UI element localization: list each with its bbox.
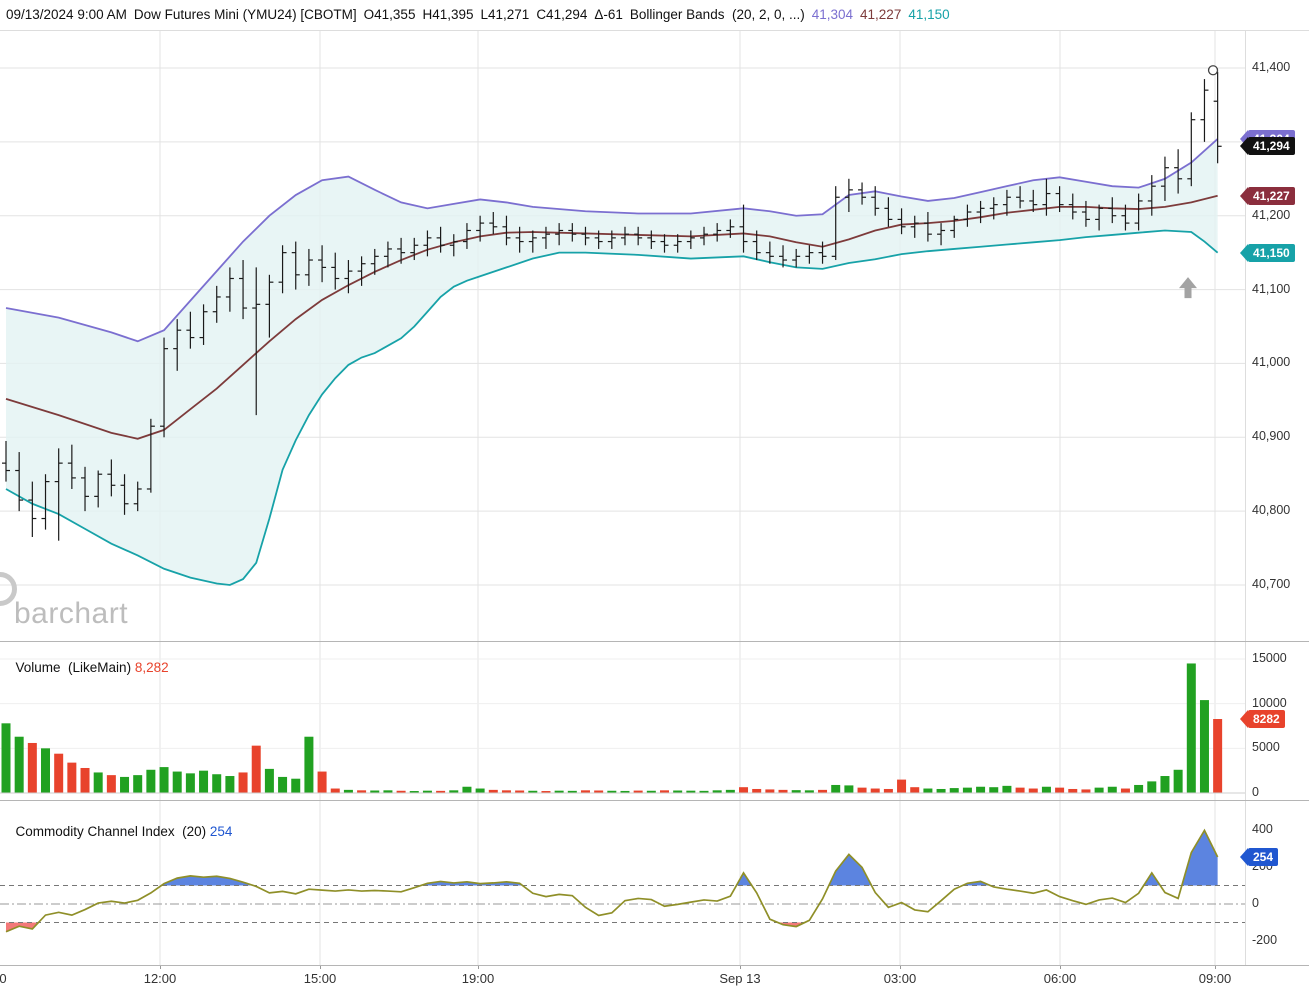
bb-middle-badge: 41,227 xyxy=(1240,186,1295,205)
x-axis-tick xyxy=(1060,965,1061,969)
price-axis-label: 41,200 xyxy=(1252,207,1291,222)
cci-panel[interactable] xyxy=(0,800,1245,965)
cci-badge: 254 xyxy=(1240,848,1279,866)
header-delta: Δ-61 xyxy=(594,7,623,22)
volume-axis-label: 5000 xyxy=(1252,740,1280,755)
header-high: H41,395 xyxy=(422,7,474,22)
volume-current-value: 8,282 xyxy=(134,660,169,675)
volume-panel-label: Volume (LikeMain) 8,282 xyxy=(8,645,169,675)
header-open: O41,355 xyxy=(363,7,416,22)
x-axis-tick xyxy=(1215,965,1216,969)
price-marker-circle xyxy=(1207,65,1219,76)
price-axis-label: 41,400 xyxy=(1252,60,1291,74)
volume-cci-separator xyxy=(0,800,1309,801)
header-bb-upper-value: 41,304 xyxy=(811,7,854,22)
x-axis-tick xyxy=(900,965,901,969)
axis-separator xyxy=(1245,30,1246,965)
x-axis-tick xyxy=(320,965,321,969)
x-axis-label: 15:00 xyxy=(303,971,337,986)
volume-badge: 8282 xyxy=(1240,710,1285,728)
volume-axis-label: 15000 xyxy=(1252,651,1287,665)
volume-axis-label: 0 xyxy=(1252,785,1259,799)
cci-current-value: 254 xyxy=(209,824,233,839)
price-panel[interactable] xyxy=(0,30,1245,641)
barchart-watermark: barchart xyxy=(14,597,129,630)
ohlc-header: 09/13/2024 9:00 AM Dow Futures Mini (YMU2… xyxy=(0,0,1309,30)
barchart-logo-ring-icon xyxy=(0,572,17,606)
volume-label-text: Volume (LikeMain) xyxy=(15,660,132,675)
x-axis-label: 03:00 xyxy=(883,971,917,986)
cci-label-text: Commodity Channel Index (20) xyxy=(15,824,207,839)
x-axis-label: 09:00 xyxy=(1198,971,1232,986)
price-axis-label: 41,000 xyxy=(1252,355,1291,370)
header-indicator-label[interactable]: Bollinger Bands (20, 2, 0, ...) xyxy=(629,7,805,22)
x-axis-label: 12:00 xyxy=(143,971,177,986)
x-axis-label: Sep 13 xyxy=(719,971,761,986)
price-axis-label: 41,100 xyxy=(1252,281,1291,296)
x-axis-tick xyxy=(478,965,479,969)
price-axis-label: 40,700 xyxy=(1252,577,1291,591)
volume-axis-label: 10000 xyxy=(1252,695,1287,710)
x-axis-tick xyxy=(160,965,161,969)
header-symbol: Dow Futures Mini (YMU24) [CBOTM] xyxy=(133,7,357,22)
header-separator xyxy=(0,30,1309,31)
x-axis-tick xyxy=(740,965,741,969)
bb-lower-badge: 41,150 xyxy=(1240,243,1295,262)
cci-axis-label: 400 xyxy=(1252,822,1273,836)
x-axis-label: 19:00 xyxy=(461,971,495,986)
header-bb-lower-value: 41,150 xyxy=(908,7,950,22)
x-axis-label: 9:00 xyxy=(0,971,7,986)
header-datetime: 09/13/2024 9:00 AM xyxy=(6,7,127,22)
price-axis-label: 40,800 xyxy=(1252,503,1291,518)
header-close: C41,294 xyxy=(536,7,588,22)
volume-panel[interactable] xyxy=(0,641,1245,800)
cci-xaxis-separator xyxy=(0,965,1309,966)
x-axis-label: 06:00 xyxy=(1043,971,1077,986)
cci-axis-label: -200 xyxy=(1252,933,1278,947)
price-axis-label: 40,900 xyxy=(1252,429,1291,444)
cci-axis-label: 0 xyxy=(1252,896,1259,910)
cci-panel-label: Commodity Channel Index (20) 254 xyxy=(8,809,233,839)
last-price-badge: 41,294 xyxy=(1240,137,1295,156)
up-arrow-icon xyxy=(1179,277,1198,299)
price-volume-separator xyxy=(0,641,1309,642)
header-bb-middle-value: 41,227 xyxy=(860,7,902,22)
header-low: L41,271 xyxy=(480,7,530,22)
